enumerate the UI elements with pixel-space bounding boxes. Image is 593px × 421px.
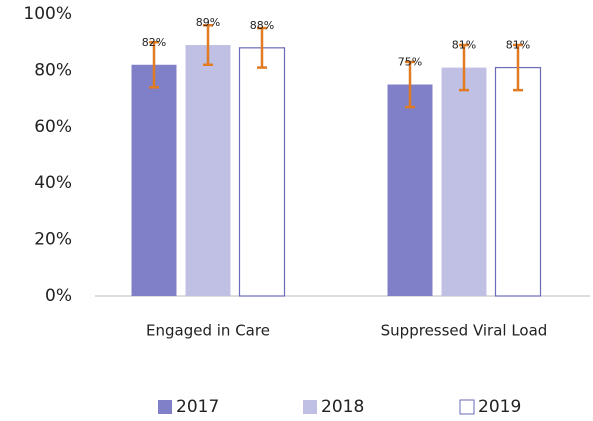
bar xyxy=(131,64,177,296)
value-label: 81% xyxy=(506,39,530,52)
x-tick-label: Engaged in Care xyxy=(146,322,270,340)
error-bar xyxy=(257,26,267,69)
legend-swatch xyxy=(459,399,475,415)
legend-swatch xyxy=(158,400,172,414)
error-bar xyxy=(513,43,523,92)
bar xyxy=(238,47,286,297)
error-bar xyxy=(203,24,213,67)
bar xyxy=(441,67,487,296)
bar xyxy=(387,84,433,296)
error-bar xyxy=(405,60,415,109)
y-tick-label: 40% xyxy=(34,173,72,193)
y-tick-label: 80% xyxy=(34,60,72,80)
bar xyxy=(185,45,231,296)
y-tick-label: 60% xyxy=(34,117,72,137)
legend-label: 2017 xyxy=(176,397,219,417)
error-bar xyxy=(459,43,469,92)
legend-swatch xyxy=(303,400,317,414)
value-label: 82% xyxy=(142,36,166,49)
y-tick-label: 20% xyxy=(34,230,72,250)
bar xyxy=(494,66,542,297)
legend-label: 2019 xyxy=(478,397,521,417)
x-tick-label: Suppressed Viral Load xyxy=(381,322,548,340)
value-label: 88% xyxy=(250,19,274,32)
value-label: 75% xyxy=(398,56,422,69)
y-tick-label: 100% xyxy=(23,4,72,24)
value-label: 89% xyxy=(196,16,220,29)
y-tick-label: 0% xyxy=(45,286,72,306)
legend-label: 2018 xyxy=(321,397,364,417)
error-bar xyxy=(149,40,159,89)
value-label: 81% xyxy=(452,39,476,52)
